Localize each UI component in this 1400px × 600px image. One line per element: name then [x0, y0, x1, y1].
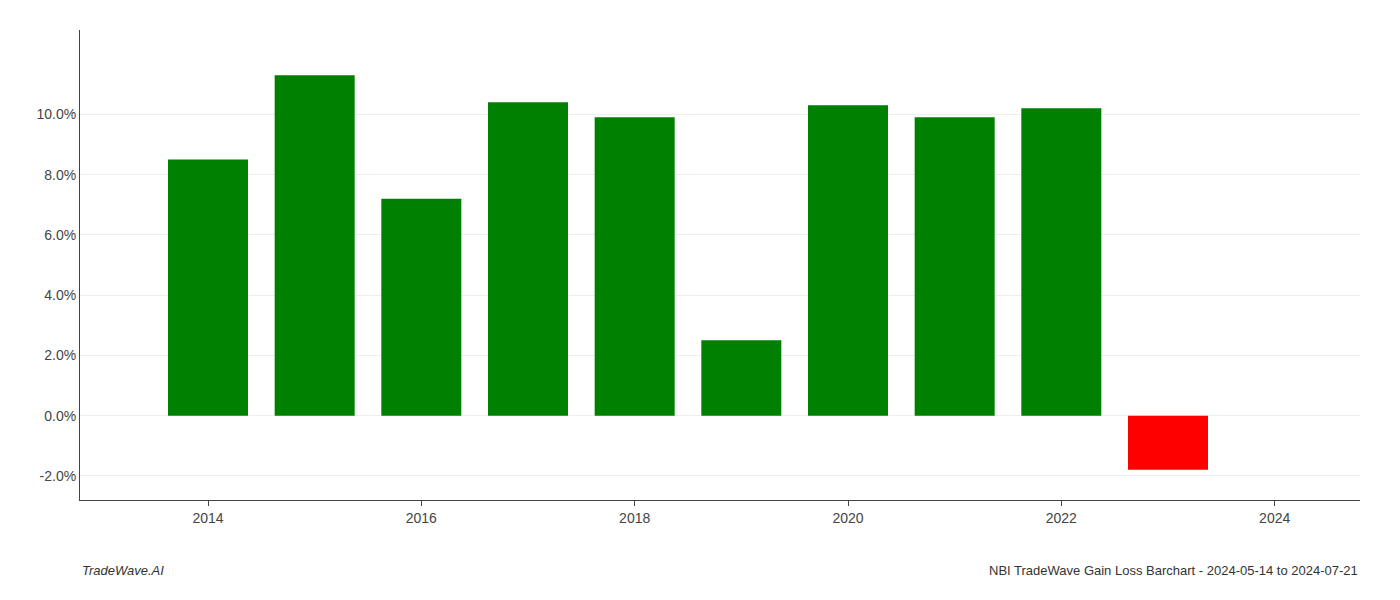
svg-text:6.0%: 6.0% — [44, 227, 76, 243]
svg-text:2016: 2016 — [406, 510, 437, 526]
svg-text:NBI TradeWave Gain Loss Barcha: NBI TradeWave Gain Loss Barchart - 2024-… — [989, 563, 1358, 578]
svg-text:0.0%: 0.0% — [44, 408, 76, 424]
svg-text:2024: 2024 — [1259, 510, 1290, 526]
svg-text:8.0%: 8.0% — [44, 167, 76, 183]
svg-text:10.0%: 10.0% — [36, 106, 76, 122]
svg-text:4.0%: 4.0% — [44, 287, 76, 303]
svg-text:2014: 2014 — [192, 510, 223, 526]
svg-text:2022: 2022 — [1046, 510, 1077, 526]
svg-text:-2.0%: -2.0% — [40, 468, 77, 484]
svg-text:2.0%: 2.0% — [44, 347, 76, 363]
svg-text:2018: 2018 — [619, 510, 650, 526]
svg-text:TradeWave.AI: TradeWave.AI — [82, 563, 164, 578]
svg-text:2020: 2020 — [832, 510, 863, 526]
